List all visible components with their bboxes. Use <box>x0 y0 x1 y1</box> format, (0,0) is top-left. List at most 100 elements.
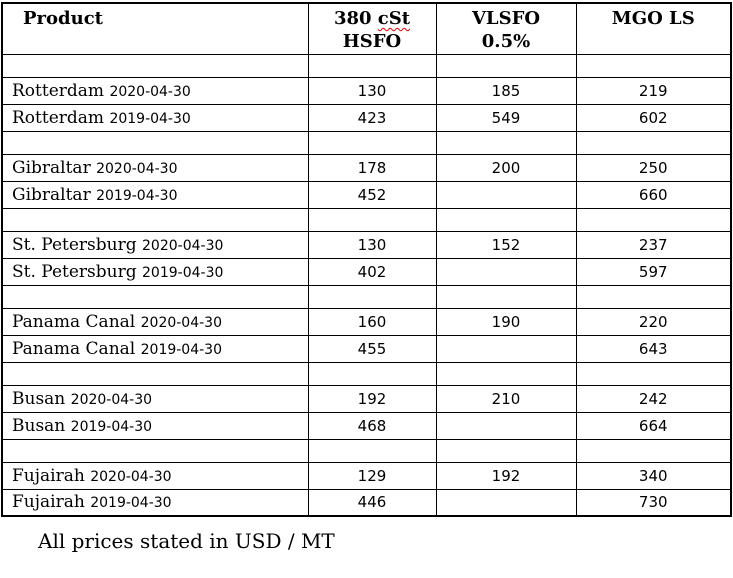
column-header-product: Product <box>1 2 309 55</box>
price-date: 2020-04-30 <box>140 314 222 331</box>
price-date: 2019-04-30 <box>96 187 178 204</box>
empty-cell <box>435 284 577 309</box>
cell-product: Fujairah 2020-04-30 <box>1 461 309 490</box>
hsfo-header-line1: 380 cSt <box>333 8 411 29</box>
bunker-prices-table: Product 380 cSt HSFO VLSFO 0.5% MGO LS R… <box>1 2 732 517</box>
cell-vlsfo: 200 <box>435 153 577 182</box>
table-row: Panama Canal 2020-04-30 160 190 220 <box>1 307 732 336</box>
port-name: Panama Canal <box>12 338 136 359</box>
spacer-row <box>1 130 732 155</box>
cell-mgo: 250 <box>575 153 732 182</box>
cell-mgo: 664 <box>575 411 732 440</box>
cell-hsfo: 423 <box>307 103 437 132</box>
empty-cell <box>435 361 577 386</box>
cell-hsfo: 160 <box>307 307 437 336</box>
cell-mgo: 219 <box>575 76 732 105</box>
port-name: Fujairah <box>12 465 85 486</box>
cell-hsfo: 129 <box>307 461 437 490</box>
cell-vlsfo: 152 <box>435 230 577 259</box>
vlsfo-header-line1: VLSFO <box>471 8 541 29</box>
price-date: 2019-04-30 <box>90 495 172 512</box>
cell-vlsfo: 185 <box>435 76 577 105</box>
spacer-row <box>1 438 732 463</box>
empty-cell <box>575 361 732 386</box>
port-name: St. Petersburg <box>12 261 137 282</box>
table-row: Panama Canal 2019-04-30 455 643 <box>1 334 732 363</box>
empty-cell <box>307 207 437 232</box>
cell-hsfo: 452 <box>307 180 437 209</box>
empty-cell <box>575 438 732 463</box>
cell-hsfo: 468 <box>307 411 437 440</box>
cell-vlsfo: 190 <box>435 307 577 336</box>
empty-cell <box>575 284 732 309</box>
cell-mgo: 660 <box>575 180 732 209</box>
price-date: 2019-04-30 <box>140 341 222 358</box>
header-row: Product 380 cSt HSFO VLSFO 0.5% MGO LS <box>1 2 732 55</box>
port-name: Gibraltar <box>12 184 91 205</box>
table-row: Fujairah 2019-04-30 446 730 <box>1 488 732 517</box>
cell-mgo: 602 <box>575 103 732 132</box>
empty-cell <box>435 130 577 155</box>
cell-product: Panama Canal 2019-04-30 <box>1 334 309 363</box>
spacer-row <box>1 361 732 386</box>
port-name: Gibraltar <box>12 157 91 178</box>
empty-cell <box>1 207 309 232</box>
cell-product: Panama Canal 2020-04-30 <box>1 307 309 336</box>
port-name: Fujairah <box>12 492 85 513</box>
mgo-header-label: MGO LS <box>611 8 695 29</box>
spacer-row <box>1 207 732 232</box>
price-date: 2020-04-30 <box>109 83 191 100</box>
cell-mgo: 730 <box>575 488 732 517</box>
cell-vlsfo <box>435 180 577 209</box>
empty-cell <box>307 284 437 309</box>
table-body: Rotterdam 2020-04-30 130 185 219 Rotterd… <box>1 53 732 517</box>
port-name: St. Petersburg <box>12 234 137 255</box>
cell-product: St. Petersburg 2019-04-30 <box>1 257 309 286</box>
table-row: Rotterdam 2019-04-30 423 549 602 <box>1 103 732 132</box>
cell-hsfo: 130 <box>307 230 437 259</box>
empty-cell <box>307 438 437 463</box>
cell-mgo: 597 <box>575 257 732 286</box>
cell-vlsfo <box>435 257 577 286</box>
column-header-product-label: Product <box>23 8 103 29</box>
cell-vlsfo <box>435 334 577 363</box>
empty-cell <box>575 53 732 78</box>
cell-mgo: 242 <box>575 384 732 413</box>
table-row: Gibraltar 2020-04-30 178 200 250 <box>1 153 732 182</box>
cell-product: Rotterdam 2019-04-30 <box>1 103 309 132</box>
price-date: 2020-04-30 <box>90 468 172 485</box>
cell-mgo: 643 <box>575 334 732 363</box>
port-name: Rotterdam <box>12 80 105 101</box>
cell-mgo: 340 <box>575 461 732 490</box>
empty-cell <box>435 207 577 232</box>
cell-hsfo: 446 <box>307 488 437 517</box>
empty-cell <box>1 361 309 386</box>
cell-vlsfo: 210 <box>435 384 577 413</box>
table-row: St. Petersburg 2019-04-30 402 597 <box>1 257 732 286</box>
column-header-mgo: MGO LS <box>575 2 732 55</box>
spacer-row <box>1 53 732 78</box>
price-date: 2020-04-30 <box>142 237 224 254</box>
cell-hsfo: 192 <box>307 384 437 413</box>
column-header-vlsfo: VLSFO 0.5% <box>435 2 577 55</box>
price-date: 2020-04-30 <box>70 391 153 408</box>
empty-cell <box>1 284 309 309</box>
table-row: St. Petersburg 2020-04-30 130 152 237 <box>1 230 732 259</box>
port-name: Busan <box>12 415 66 436</box>
table-header: Product 380 cSt HSFO VLSFO 0.5% MGO LS <box>1 2 732 55</box>
cell-mgo: 220 <box>575 307 732 336</box>
empty-cell <box>435 438 577 463</box>
empty-cell <box>575 130 732 155</box>
cell-product: Busan 2019-04-30 <box>1 411 309 440</box>
table-row: Gibraltar 2019-04-30 452 660 <box>1 180 732 209</box>
empty-cell <box>1 130 309 155</box>
cell-hsfo: 402 <box>307 257 437 286</box>
table-row: Rotterdam 2020-04-30 130 185 219 <box>1 76 732 105</box>
empty-cell <box>435 53 577 78</box>
cell-hsfo: 455 <box>307 334 437 363</box>
empty-cell <box>575 207 732 232</box>
port-name: Panama Canal <box>12 311 136 332</box>
column-header-hsfo: 380 cSt HSFO <box>307 2 437 55</box>
price-date: 2019-04-30 <box>70 418 153 435</box>
table-row: Fujairah 2020-04-30 129 192 340 <box>1 461 732 490</box>
